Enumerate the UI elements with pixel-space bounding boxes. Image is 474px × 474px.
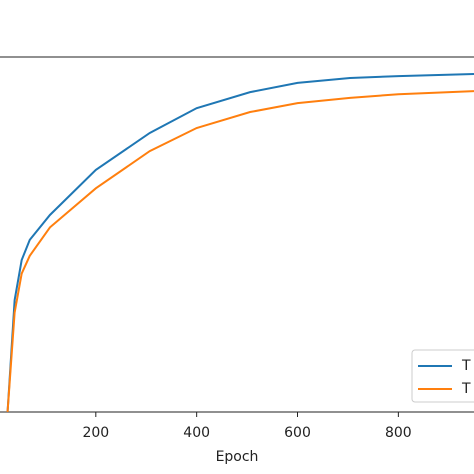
x-axis-label: Epoch	[216, 449, 259, 465]
series-line	[6, 90, 474, 412]
x-tick-label: 200	[82, 425, 109, 441]
plot-area	[6, 73, 474, 412]
x-tick-label: 600	[284, 425, 311, 441]
x-tick-label: 800	[385, 425, 412, 441]
series-line	[6, 73, 474, 412]
x-tick-label: 400	[183, 425, 210, 441]
legend-label: T	[461, 358, 471, 374]
legend-label: T	[461, 381, 471, 397]
